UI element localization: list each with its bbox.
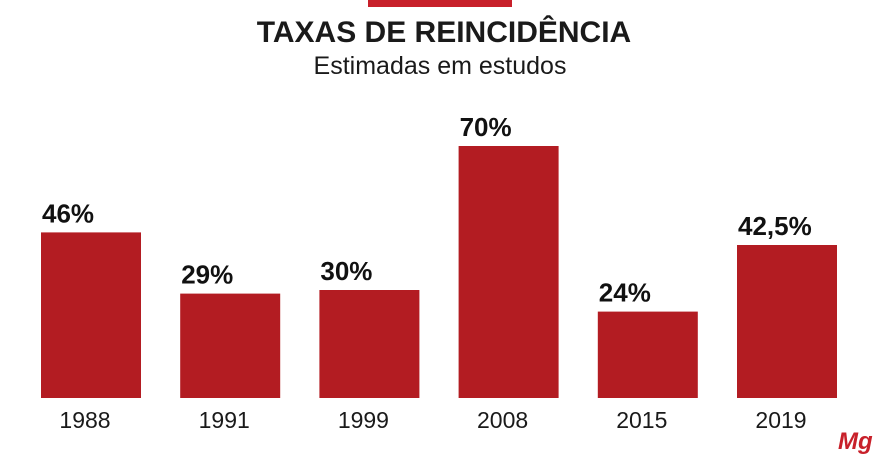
value-label-2019: 42,5%: [738, 211, 812, 241]
value-label-1999: 30%: [320, 256, 372, 286]
value-label-2015: 24%: [599, 278, 651, 308]
category-label-2019: 2019: [755, 407, 806, 433]
value-label-1991: 29%: [181, 260, 233, 290]
logo-mg: Mg: [838, 428, 873, 455]
category-label-2015: 2015: [616, 407, 667, 433]
bar-2008: [458, 146, 559, 398]
bar-1999: [319, 290, 420, 398]
value-label-1988: 46%: [42, 198, 94, 228]
bar-2019: [737, 245, 837, 398]
bar-2015: [597, 311, 698, 398]
category-label-1991: 1991: [199, 407, 250, 433]
bars-group: 46% 1988 29% 1991 30% 1999 70% 2008 24% 2015 42,5%…: [41, 112, 837, 433]
category-label-2008: 2008: [477, 407, 528, 433]
title-accent-bar: [368, 0, 512, 7]
bar-1991: [180, 293, 281, 398]
chart-subtitle: Estimadas em estudos: [314, 52, 567, 80]
bar-1988: [41, 232, 141, 398]
category-label-1999: 1999: [338, 407, 389, 433]
value-label-2008: 70%: [460, 112, 512, 142]
category-label-1988: 1988: [59, 407, 110, 433]
chart-title: TAXAS DE REINCIDÊNCIA: [257, 15, 631, 49]
logo-text: Mg: [838, 428, 873, 455]
